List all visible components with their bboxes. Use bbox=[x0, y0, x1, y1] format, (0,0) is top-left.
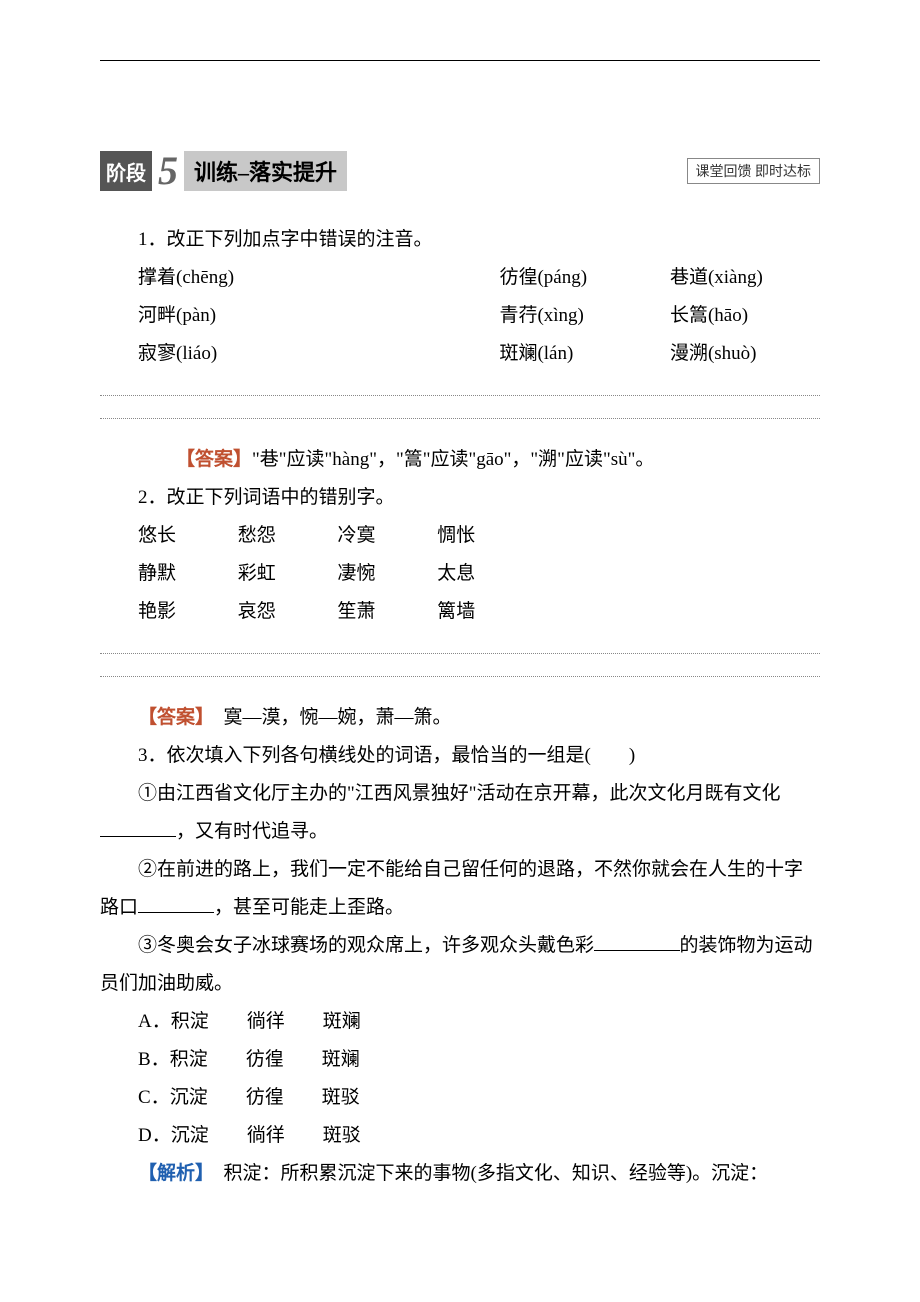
q1-cell: 漫溯(shuò) bbox=[670, 335, 820, 373]
option-key: B． bbox=[138, 1049, 170, 1070]
dotted-line bbox=[100, 418, 820, 419]
q2-word: 凄惋 bbox=[338, 555, 433, 593]
answer-text: "巷"应读"hàng"，"篙"应读"gāo"，"溯"应读"sù"。 bbox=[252, 449, 654, 470]
option-word: 斑驳 bbox=[323, 1125, 361, 1146]
option-key: D． bbox=[138, 1125, 171, 1146]
q2-word: 冷寞 bbox=[338, 517, 433, 555]
header-right-box: 课堂回馈 即时达标 bbox=[687, 158, 821, 184]
q2-word: 惆怅 bbox=[437, 517, 532, 555]
q1-cell: 寂寥(liáo) bbox=[138, 335, 499, 373]
dotted-line bbox=[100, 395, 820, 396]
q2-word: 静默 bbox=[138, 555, 233, 593]
q3-analysis: 【解析】 积淀：所积累沉淀下来的事物(多指文化、知识、经验等)。沉淀： bbox=[100, 1155, 820, 1193]
q3-option-b: B．积淀 彷徨 斑斓 bbox=[100, 1041, 820, 1079]
q3-item-pre: ③冬奥会女子冰球赛场的观众席上，许多观众头戴色彩 bbox=[138, 935, 594, 956]
q2-row: 艳影 哀怨 笙萧 篱墙 bbox=[100, 593, 820, 631]
answer-lines bbox=[100, 653, 820, 677]
q2-row: 静默 彩虹 凄惋 太息 bbox=[100, 555, 820, 593]
option-key: C． bbox=[138, 1087, 170, 1108]
option-word: 积淀 bbox=[170, 1049, 208, 1070]
q2-word: 悠长 bbox=[138, 517, 233, 555]
q3-item-1: ①由江西省文化厅主办的"江西风景独好"活动在京开幕，此次文化月既有文化 ，又有时代… bbox=[100, 775, 820, 851]
q3-option-d: D．沉淀 徜徉 斑驳 bbox=[100, 1117, 820, 1155]
option-word: 彷徨 bbox=[246, 1087, 284, 1108]
option-word: 彷徨 bbox=[246, 1049, 284, 1070]
analysis-text: 积淀：所积累沉淀下来的事物(多指文化、知识、经验等)。沉淀： bbox=[205, 1163, 769, 1184]
q2-word: 太息 bbox=[437, 555, 532, 593]
fill-blank bbox=[594, 931, 680, 951]
q2-prompt: 2．改正下列词语中的错别字。 bbox=[100, 479, 820, 517]
q1-cell: 巷道(xiàng) bbox=[670, 259, 820, 297]
q1-row: 河畔(pàn) 青荇(xìng) 长篙(hāo) bbox=[100, 297, 820, 335]
stage-label: 阶段 bbox=[106, 157, 146, 186]
q1-cell: 青荇(xìng) bbox=[499, 297, 670, 335]
option-word: 斑斓 bbox=[323, 1011, 361, 1032]
q1-prompt: 1．改正下列加点字中错误的注音。 bbox=[100, 221, 820, 259]
dotted-line bbox=[100, 676, 820, 677]
answer-lines bbox=[100, 395, 820, 419]
q2-word: 愁怨 bbox=[238, 517, 333, 555]
stage-number: 5 bbox=[152, 151, 184, 191]
q1-cell: 斑斓(lán) bbox=[499, 335, 670, 373]
option-word: 斑斓 bbox=[322, 1049, 360, 1070]
top-rule bbox=[100, 60, 820, 61]
answer-text: 寞—漠，惋—婉，萧—箫。 bbox=[205, 707, 452, 728]
q3-prompt: 3．依次填入下列各句横线处的词语，最恰当的一组是( ) bbox=[100, 737, 820, 775]
q2-word: 艳影 bbox=[138, 593, 233, 631]
q1-cell: 河畔(pàn) bbox=[138, 297, 499, 335]
q1-cell: 撑着(chēng) bbox=[138, 259, 499, 297]
option-word: 积淀 bbox=[171, 1011, 209, 1032]
q2-row: 悠长 愁怨 冷寞 惆怅 bbox=[100, 517, 820, 555]
header-spacer bbox=[347, 151, 686, 191]
page: 阶段 5 训练–落实提升 课堂回馈 即时达标 1．改正下列加点字中错误的注音。 … bbox=[0, 0, 920, 1233]
stage-title: 训练–落实提升 bbox=[184, 151, 347, 191]
analysis-label: 【解析】 bbox=[138, 1163, 205, 1184]
answer-label: 【答案】 bbox=[176, 449, 252, 470]
option-word: 斑驳 bbox=[322, 1087, 360, 1108]
q1-answer: 【答案】"巷"应读"hàng"，"篙"应读"gāo"，"溯"应读"sù"。 bbox=[100, 441, 820, 479]
option-word: 徜徉 bbox=[247, 1125, 285, 1146]
q2-word: 笙萧 bbox=[338, 593, 433, 631]
option-word: 沉淀 bbox=[171, 1125, 209, 1146]
q2-word: 哀怨 bbox=[238, 593, 333, 631]
option-key: A． bbox=[138, 1011, 171, 1032]
q3-item-pre: ①由江西省文化厅主办的"江西风景独好"活动在京开幕，此次文化月既有文化 bbox=[138, 783, 781, 804]
q3-item-3: ③冬奥会女子冰球赛场的观众席上，许多观众头戴色彩的装饰物为运动员们加油助威。 bbox=[100, 927, 820, 1003]
q3-option-c: C．沉淀 彷徨 斑驳 bbox=[100, 1079, 820, 1117]
q3-option-a: A．积淀 徜徉 斑斓 bbox=[100, 1003, 820, 1041]
stage-label-box: 阶段 bbox=[100, 151, 152, 191]
option-word: 徜徉 bbox=[247, 1011, 285, 1032]
q3-item-2: ②在前进的路上，我们一定不能给自己留任何的退路，不然你就会在人生的十字路口，甚至… bbox=[100, 851, 820, 927]
q2-word: 篱墙 bbox=[437, 593, 532, 631]
q3-item-post: ，甚至可能走上歪路。 bbox=[214, 897, 404, 918]
q1-cell: 长篙(hāo) bbox=[670, 297, 820, 335]
section-header: 阶段 5 训练–落实提升 课堂回馈 即时达标 bbox=[100, 151, 820, 191]
q2-word: 彩虹 bbox=[238, 555, 333, 593]
option-word: 沉淀 bbox=[170, 1087, 208, 1108]
q1-row: 撑着(chēng) 彷徨(páng) 巷道(xiàng) bbox=[100, 259, 820, 297]
q3-item-post: ，又有时代追寻。 bbox=[176, 821, 328, 842]
body: 1．改正下列加点字中错误的注音。 撑着(chēng) 彷徨(páng) 巷道(x… bbox=[100, 221, 820, 1193]
q1-cell: 彷徨(páng) bbox=[499, 259, 670, 297]
fill-blank bbox=[100, 817, 176, 837]
fill-blank bbox=[138, 893, 214, 913]
q1-row: 寂寥(liáo) 斑斓(lán) 漫溯(shuò) bbox=[100, 335, 820, 373]
answer-label: 【答案】 bbox=[138, 707, 205, 728]
dotted-line bbox=[100, 653, 820, 654]
q2-answer: 【答案】 寞—漠，惋—婉，萧—箫。 bbox=[100, 699, 820, 737]
